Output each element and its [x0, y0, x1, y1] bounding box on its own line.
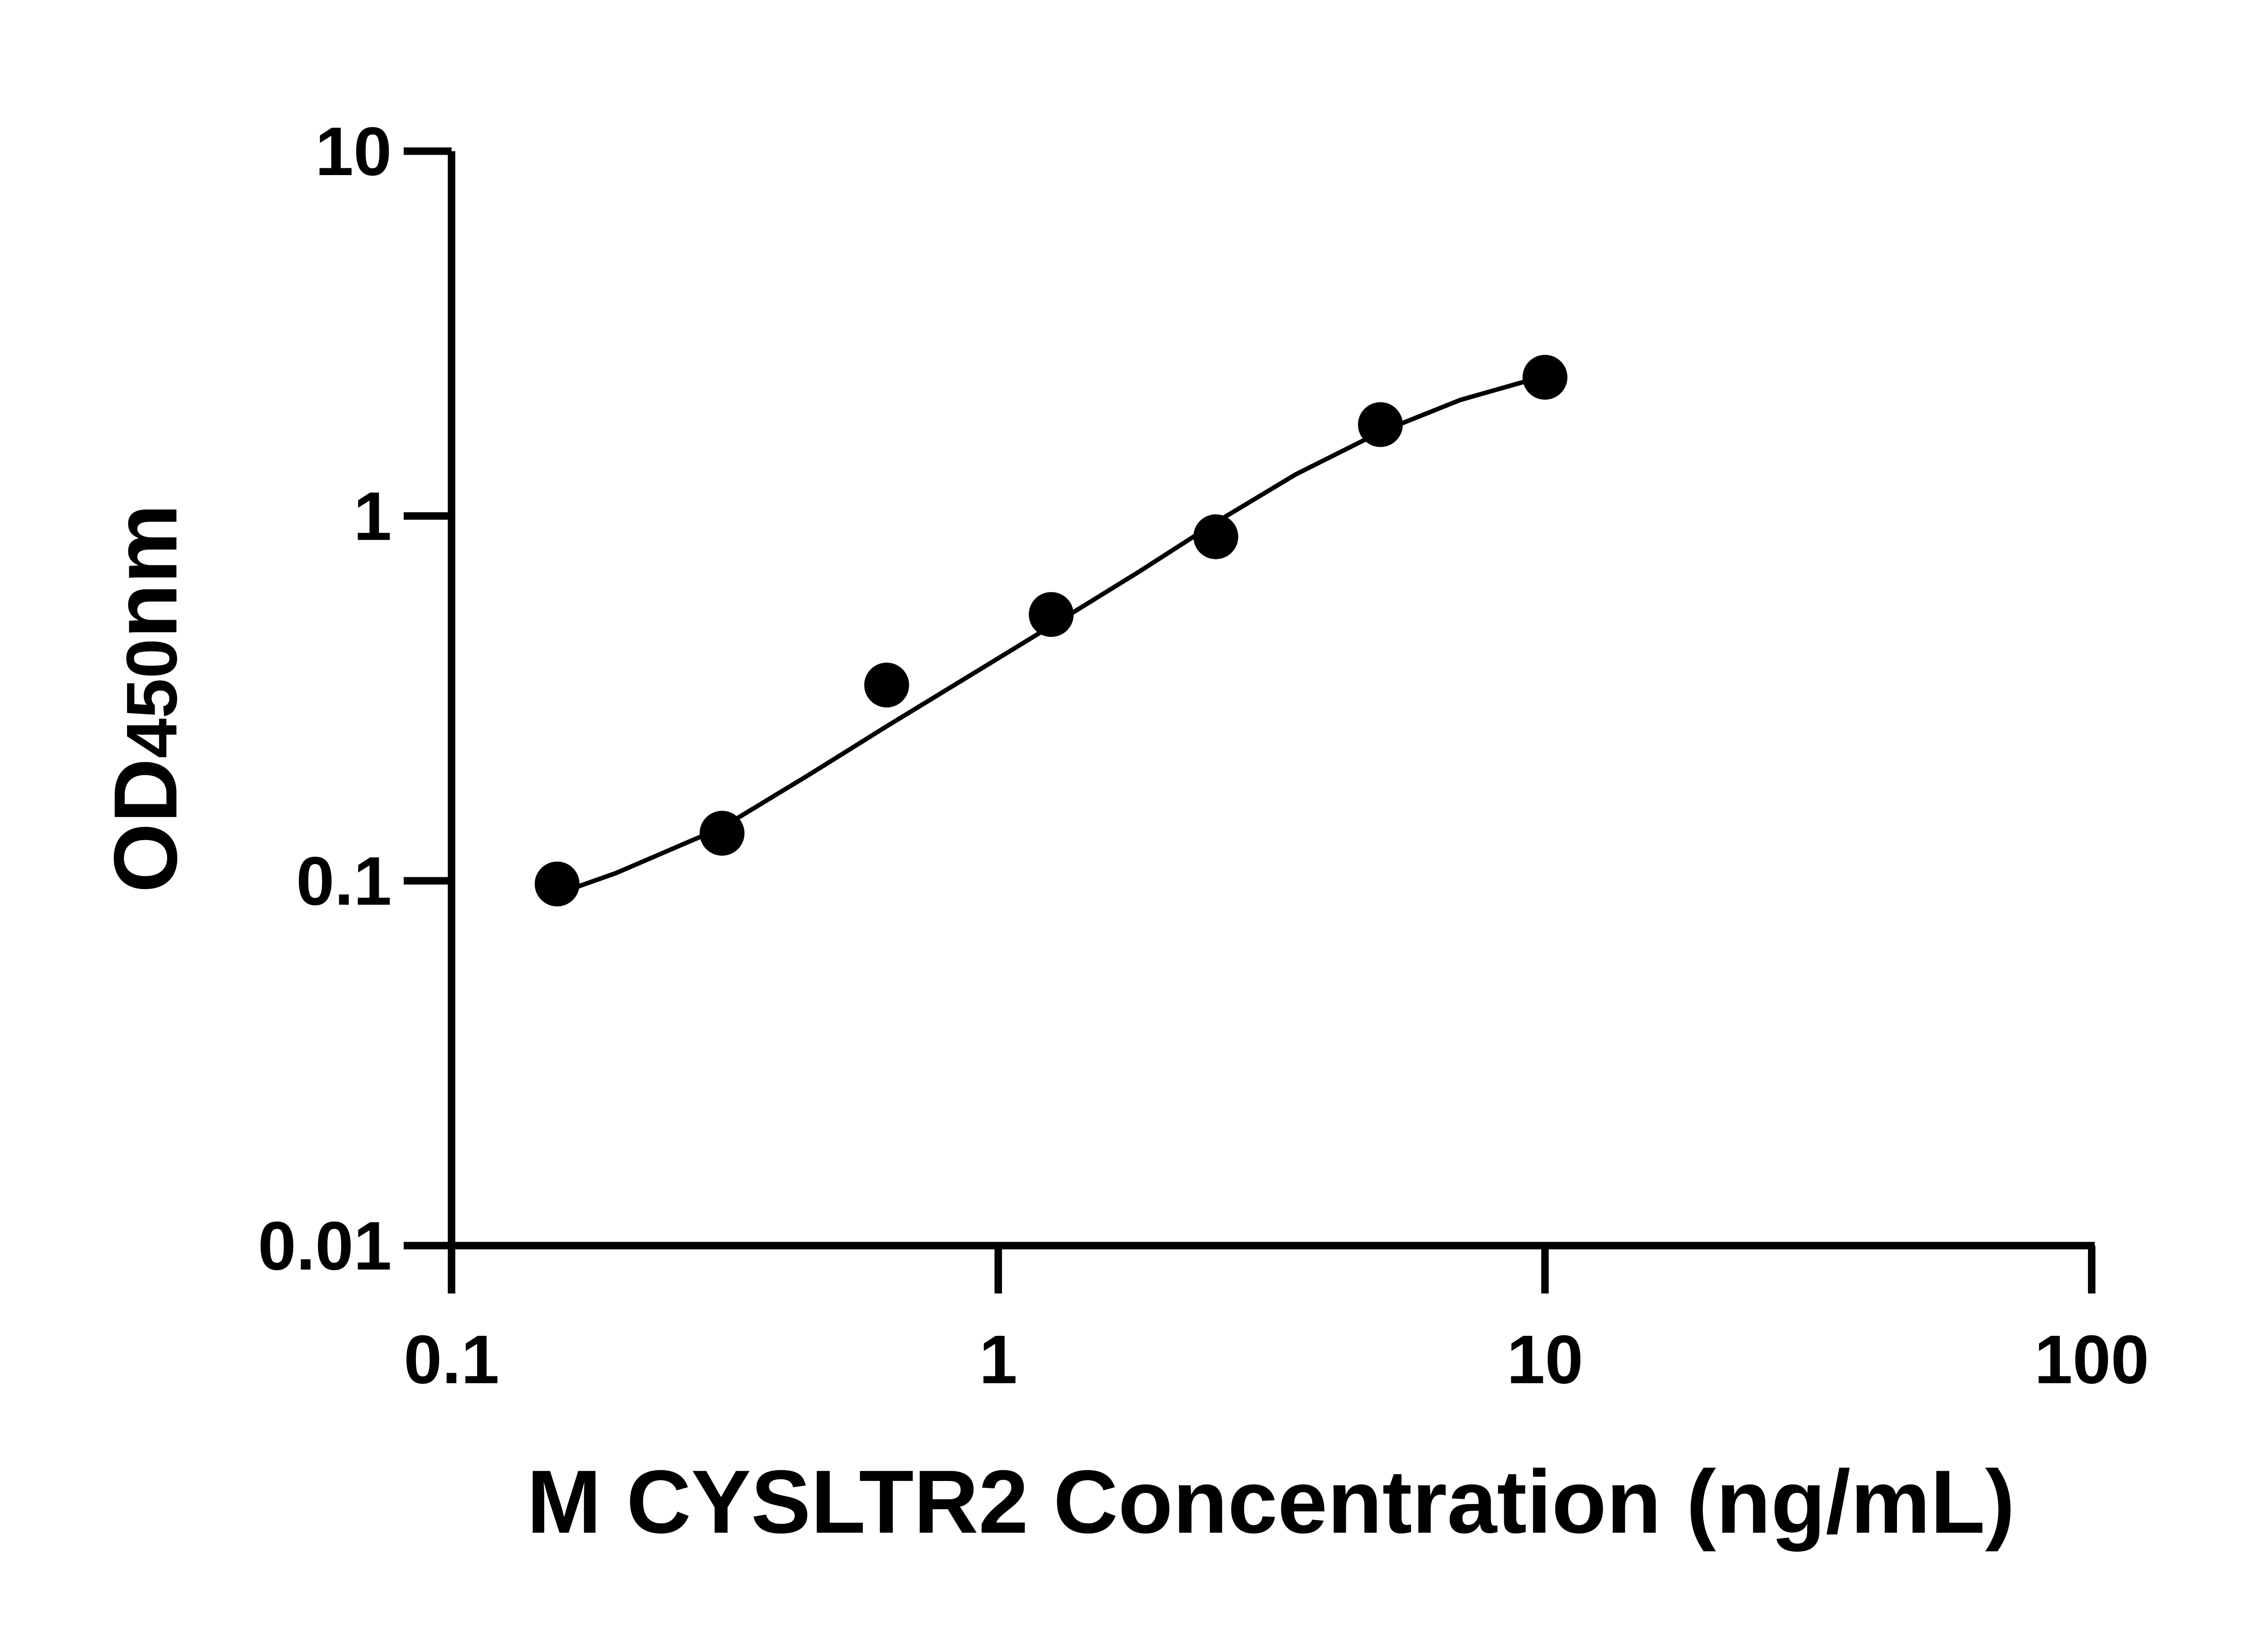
data-point: [1358, 402, 1403, 447]
y-axis-title-unit: nm: [95, 504, 196, 639]
data-point: [534, 861, 580, 907]
data-point: [1029, 592, 1074, 637]
data-point: [699, 811, 745, 856]
x-tick-label: 10: [1507, 1321, 1584, 1398]
x-tick-label: 1: [979, 1321, 1017, 1398]
x-tick-label: 100: [2034, 1321, 2149, 1398]
x-axis-title: M CYSLTR2 Concentration (ng/mL): [527, 1452, 2015, 1552]
data-point: [864, 662, 909, 708]
y-axis-title-main: OD: [95, 758, 196, 893]
x-tick-label: 0.1: [404, 1321, 499, 1398]
y-tick-label: 1: [353, 478, 391, 555]
y-axis-title-sub: 450: [112, 639, 192, 758]
y-tick-label: 10: [315, 113, 392, 190]
y-tick-label: 0.1: [296, 843, 392, 919]
points-layer: [534, 355, 1568, 907]
data-point: [1193, 514, 1238, 559]
data-point: [1522, 355, 1568, 400]
y-tick-label: 0.01: [258, 1208, 392, 1285]
y-axis-title: OD450nm: [95, 504, 196, 893]
